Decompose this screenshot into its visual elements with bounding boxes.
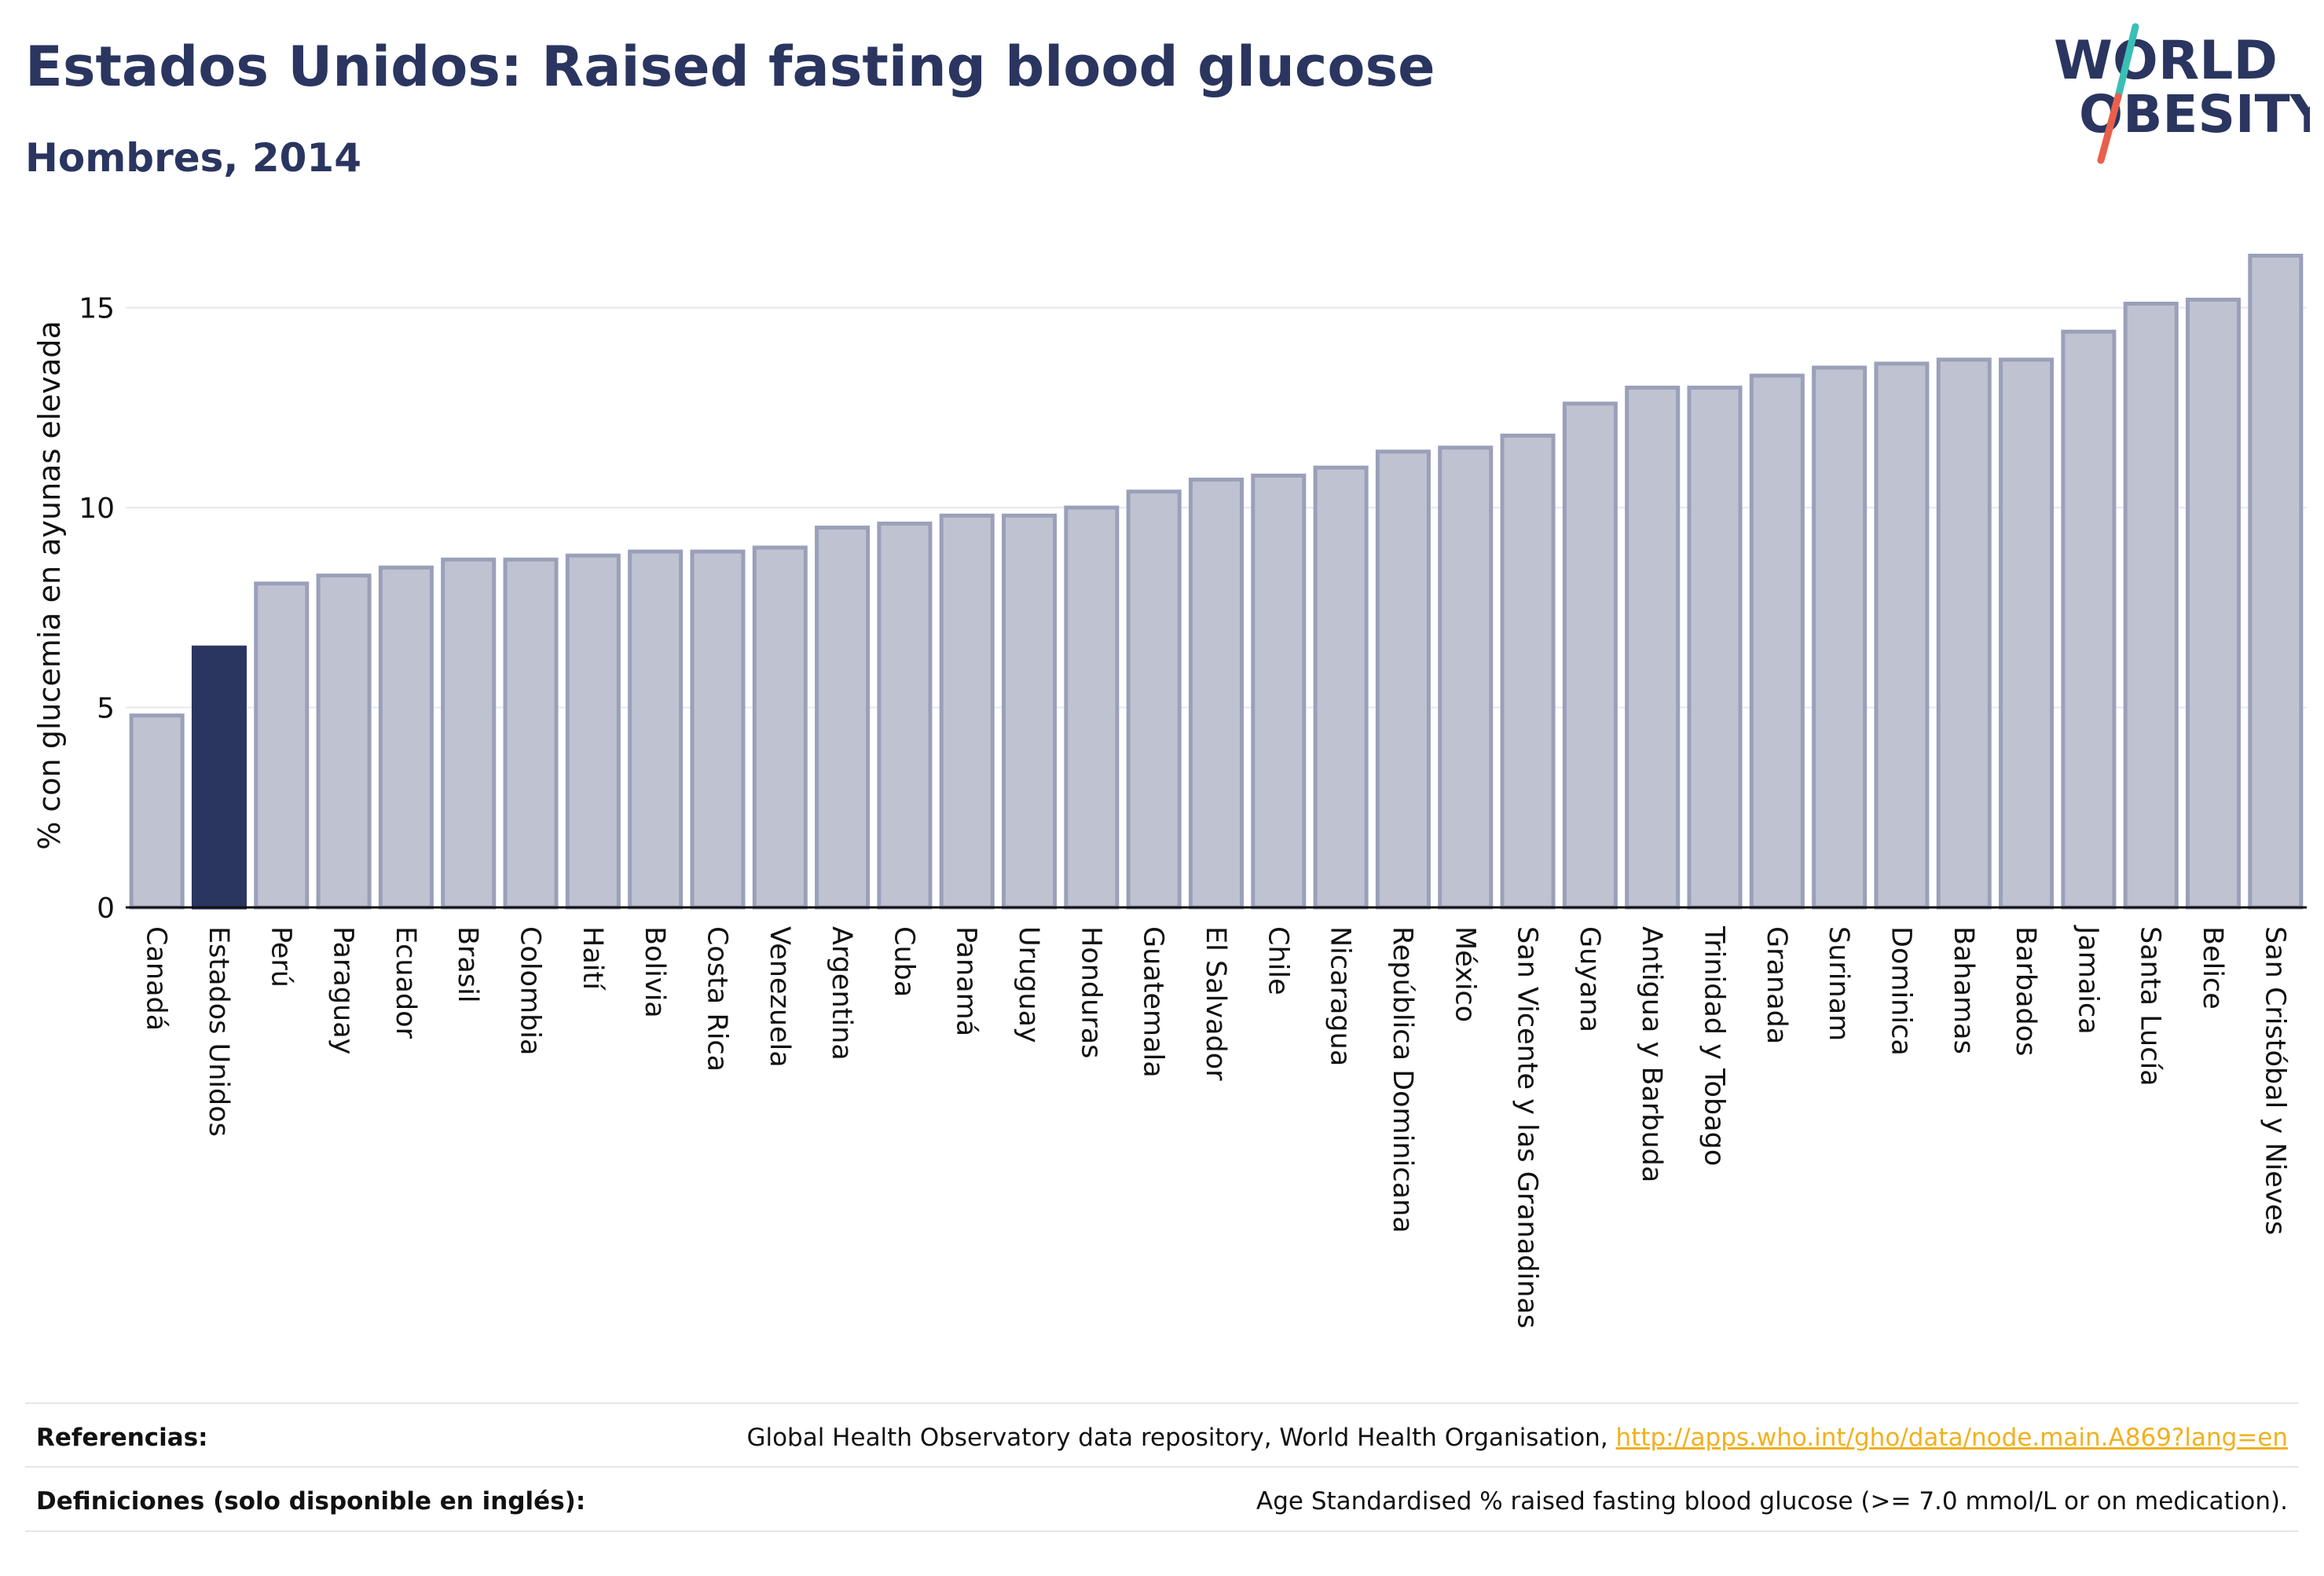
bar-santa-luc-a[interactable] — [2123, 302, 2179, 910]
x-tick-label: Argentina — [826, 926, 857, 1061]
x-tick-label: Uruguay — [1013, 926, 1044, 1043]
x-tick-label: Chile — [1262, 926, 1293, 995]
x-tick-label: Canadá — [141, 926, 172, 1031]
bar-hait-[interactable] — [565, 553, 621, 910]
x-tick-label: Bahamas — [1948, 926, 1979, 1054]
bar-brasil[interactable] — [441, 557, 497, 910]
x-tick-label: Antigua y Barbuda — [1636, 926, 1667, 1182]
x-tick-label: Paraguay — [328, 926, 359, 1054]
x-tick-label: Perú — [265, 926, 296, 988]
bar-panam-[interactable] — [939, 513, 995, 910]
bar-argentina[interactable] — [815, 526, 871, 910]
references-link[interactable]: http://apps.who.int/gho/data/node.main.A… — [1615, 1424, 2288, 1452]
x-tick-label: Barbados — [2010, 926, 2041, 1056]
bar-nicaragua[interactable] — [1313, 465, 1369, 910]
footer-divider — [25, 1402, 2299, 1404]
x-tick-label: Honduras — [1075, 926, 1106, 1058]
bar-honduras[interactable] — [1064, 505, 1120, 910]
x-tick-label: Guatemala — [1138, 926, 1169, 1078]
bar-guyana[interactable] — [1562, 401, 1618, 910]
chart-title: Estados Unidos: Raised fasting blood glu… — [25, 35, 1435, 99]
bar-per-[interactable] — [254, 581, 310, 910]
bar-san-vicente-y-las-granadinas[interactable] — [1500, 433, 1556, 910]
logo-text-world: WORLD — [2054, 30, 2278, 92]
bar-m-xico[interactable] — [1438, 445, 1494, 910]
x-tick-label: Panamá — [951, 926, 982, 1036]
y-tick-label: 0 — [97, 892, 115, 925]
bar-jamaica[interactable] — [2061, 329, 2117, 910]
bar-cuba[interactable] — [877, 521, 933, 910]
bar-chart: 0 5 10 15 Canadá Estados Unidos Perú Paraguay Ec… — [32, 253, 2307, 1329]
bar-colombia[interactable] — [503, 557, 559, 910]
x-tick-label: Bolivia — [639, 926, 670, 1018]
x-tick-label: Dominica — [1885, 926, 1916, 1056]
bar-chile[interactable] — [1251, 473, 1307, 910]
x-tick-label: Jamaica — [2072, 925, 2103, 1035]
x-tick-label: Granada — [1761, 926, 1792, 1044]
axes: 0 5 10 15 Canadá Estados Unidos Perú Paraguay Ec… — [79, 293, 2307, 1329]
bar-antigua-y-barbuda[interactable] — [1625, 385, 1681, 910]
x-tick-label: El Salvador — [1200, 926, 1231, 1081]
bar-san-crist-bal-y-nieves[interactable] — [2248, 253, 2304, 910]
x-tick-label: Colombia — [515, 926, 546, 1055]
y-tick-label: 5 — [97, 693, 115, 725]
bar-costa-rica[interactable] — [690, 549, 746, 910]
bar-surinam[interactable] — [1812, 365, 1868, 910]
x-tick-label: Trinidad y Tobago — [1699, 925, 1730, 1166]
x-tick-label: República Dominicana — [1387, 926, 1418, 1233]
x-tick-label: Cuba — [888, 926, 919, 997]
bar-bahamas[interactable] — [1936, 357, 1992, 910]
references-label: Referencias: — [36, 1424, 208, 1452]
x-tick-label: San Vicente y las Granadinas — [1512, 926, 1543, 1329]
bar-granada[interactable] — [1749, 373, 1805, 910]
bar-estados-unidos[interactable] — [191, 645, 247, 910]
chart-subtitle: Hombres, 2014 — [25, 135, 361, 181]
x-tick-label: Costa Rica — [701, 926, 732, 1072]
x-tick-label: Venezuela — [764, 926, 795, 1068]
bar-guatemala[interactable] — [1126, 489, 1182, 910]
bars — [129, 253, 2304, 910]
references-value: Global Health Observatory data repositor… — [746, 1424, 2288, 1452]
y-axis-label: % con glucemia en ayunas elevada — [32, 321, 67, 850]
x-tick-label: San Cristóbal y Nieves — [2259, 926, 2290, 1235]
bar-uruguay[interactable] — [1002, 513, 1058, 910]
footer-divider — [25, 1466, 2299, 1468]
bar-canad-[interactable] — [129, 713, 185, 910]
bar-paraguay[interactable] — [316, 574, 372, 910]
x-tick-label: Brasil — [452, 926, 483, 1003]
bar-trinidad-y-tobago[interactable] — [1687, 385, 1743, 910]
x-tick-label: Belice — [2197, 926, 2228, 1010]
x-tick-label: Nicaragua — [1325, 926, 1356, 1066]
bar-ecuador[interactable] — [378, 565, 434, 910]
definitions-label: Definiciones (solo disponible en inglés)… — [36, 1487, 586, 1516]
logo-slash-teal — [2114, 23, 2139, 101]
x-tick-label: Surinam — [1823, 926, 1854, 1041]
x-tick-label: Guyana — [1574, 926, 1605, 1032]
bar-rep-blica-dominicana[interactable] — [1375, 449, 1431, 910]
x-tick-label: Haití — [577, 926, 608, 991]
x-tick-label: México — [1449, 926, 1480, 1022]
footer-divider — [25, 1530, 2299, 1532]
bar-venezuela[interactable] — [752, 545, 808, 910]
x-tick-label: Santa Lucía — [2135, 926, 2166, 1087]
bar-belice[interactable] — [2186, 297, 2242, 910]
bar-dominica[interactable] — [1874, 361, 1930, 910]
definitions-value: Age Standardised % raised fasting blood … — [1256, 1487, 2288, 1516]
references-text: Global Health Observatory data repositor… — [746, 1424, 1608, 1452]
x-tick-label: Estados Unidos — [203, 926, 234, 1137]
logo-slash-red — [2097, 93, 2122, 164]
world-obesity-logo: WORLD OBESITY — [2054, 23, 2310, 164]
y-tick-label: 15 — [79, 293, 115, 325]
bar-barbados[interactable] — [1999, 357, 2055, 910]
x-tick-label: Ecuador — [390, 926, 421, 1039]
bar-bolivia[interactable] — [628, 549, 684, 910]
bar-el-salvador[interactable] — [1188, 477, 1244, 910]
y-tick-label: 10 — [79, 493, 115, 525]
